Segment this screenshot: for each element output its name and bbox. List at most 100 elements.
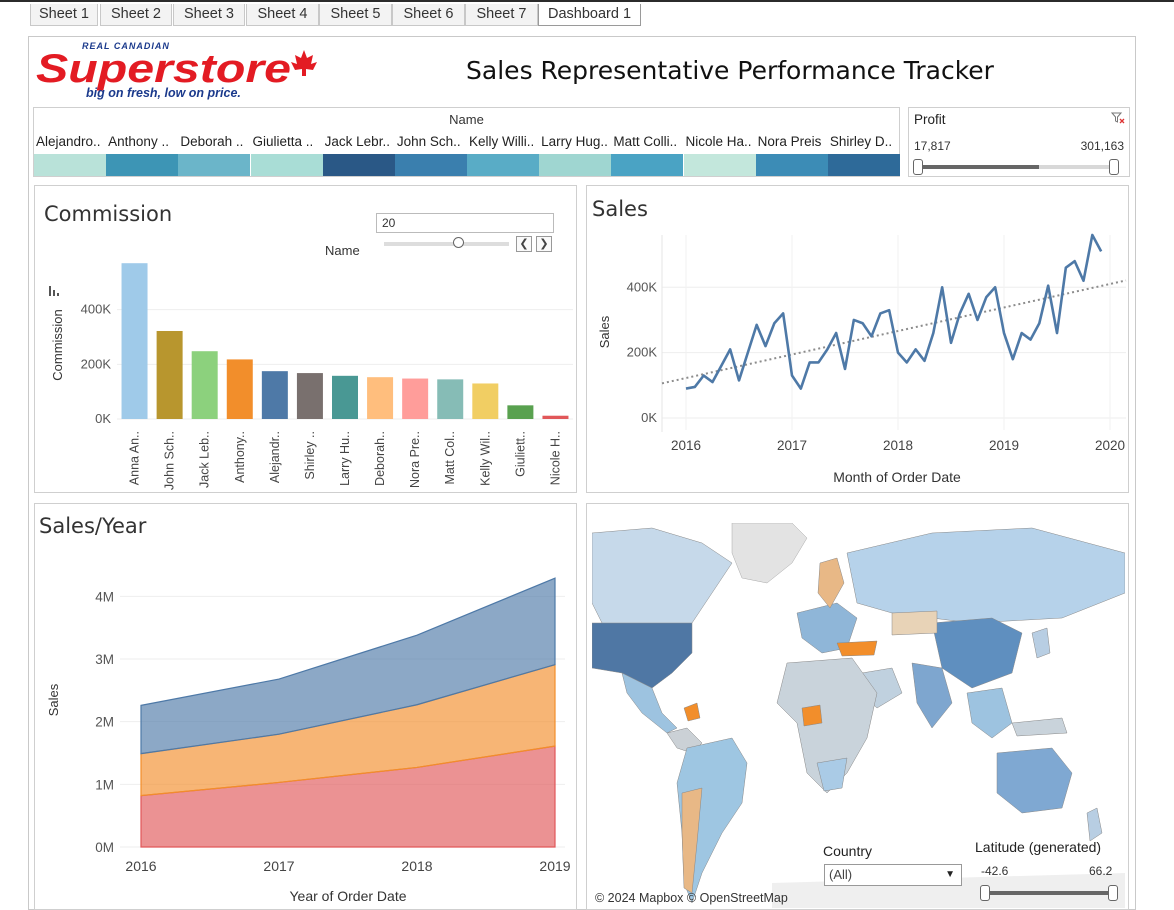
tab-sheet-2[interactable]: Sheet 2 [100,4,172,26]
legend-item-swatch[interactable] [683,154,756,176]
dropdown-arrow-icon: ▼ [945,869,955,880]
legend-item-label[interactable]: Jack Lebr.. [324,134,390,149]
commission-bar[interactable] [296,373,323,419]
profit-slider-max-handle[interactable] [1109,159,1119,175]
country-filter-dropdown[interactable]: (All) ▼ [824,864,962,886]
tab-sheet-3[interactable]: Sheet 3 [173,4,245,26]
kazakhstan-region[interactable] [891,610,938,636]
previous-button[interactable]: ❮ [516,236,532,252]
commission-title: Commission [44,202,173,226]
commission-bar[interactable] [542,415,569,419]
commission-x-tick: Giuliett.. [513,431,527,477]
sales-year-y-tick: 3M [95,652,114,667]
sales-year-y-tick: 1M [95,777,114,792]
russia-region[interactable] [846,527,1125,624]
argentina-region[interactable] [681,787,703,894]
legend-item-swatch[interactable] [178,154,251,176]
sales-line-series[interactable] [685,233,1103,390]
legend-item-swatch[interactable] [106,154,179,176]
legend-item-label[interactable]: Anthony .. [108,134,169,149]
commission-bar[interactable] [472,383,499,419]
tab-sheet-5[interactable]: Sheet 5 [319,4,392,26]
clear-filter-icon[interactable] [1111,112,1125,124]
australia-region[interactable] [996,747,1073,814]
india-region[interactable] [911,662,953,729]
commission-y-tick: 0K [95,411,111,426]
legend-item-label[interactable]: Deborah .. [180,134,244,149]
mexico-region[interactable] [621,672,678,734]
tab-sheet-1[interactable]: Sheet 1 [30,4,98,26]
legend-item-label[interactable]: Nicole Ha.. [685,134,752,149]
maple-leaf-icon [291,50,317,76]
legend-item-label[interactable]: Larry Hug.. [541,134,608,149]
logo-main-text: Superstore [36,47,291,91]
sales-year-y-tick: 2M [95,715,114,730]
commission-bar[interactable] [332,375,358,419]
legend-item-label[interactable]: Matt Colli.. [613,134,678,149]
legend-item-label[interactable]: Kelly Willi.. [469,134,535,149]
united-states-region[interactable] [592,622,693,689]
cuba-region[interactable] [683,702,701,722]
commission-parameter-input[interactable]: 20 [376,213,554,233]
country-filter-label: Country [823,843,873,859]
south-africa-region[interactable] [816,757,848,792]
legend-item-label[interactable]: Giulietta .. [252,134,314,149]
commission-parameter-slider[interactable] [384,242,509,246]
tab-dashboard-1[interactable]: Dashboard 1 [538,4,641,26]
next-button[interactable]: ❯ [536,236,552,252]
commission-bar[interactable] [507,405,534,419]
legend-item-label[interactable]: Shirley D.. [829,134,893,149]
sales-year-area-band[interactable] [140,577,556,755]
tab-sheet-6[interactable]: Sheet 6 [392,4,465,26]
legend-item-label[interactable]: Alejandro.. [36,134,101,149]
commission-bar[interactable] [261,371,288,419]
commission-y-tick: 400K [81,302,112,317]
latitude-filter-label: Latitude (generated) [975,839,1102,855]
latitude-min-value: -42.6 [981,864,1009,878]
profit-min-value: 17,817 [914,139,951,153]
latitude-slider-min-handle[interactable] [980,885,990,901]
commission-x-tick: Matt Col.. [443,431,457,485]
sales-y-tick: 0K [641,410,657,425]
profit-filter-label: Profit [914,112,946,127]
sort-icon[interactable] [49,286,59,296]
latitude-slider-max-handle[interactable] [1108,885,1118,901]
commission-bar[interactable] [121,263,148,419]
legend-item-label[interactable]: John Sch.. [396,134,461,149]
profit-slider-min-handle[interactable] [913,159,923,175]
sheet-tab-bar: Sheet 1 Sheet 2 Sheet 3 Sheet 4 Sheet 5 … [0,0,1174,26]
legend-item-swatch[interactable] [322,154,395,176]
commission-slider-knob[interactable] [453,237,464,248]
indonesia-region[interactable] [1011,717,1068,737]
legend-item-swatch[interactable] [827,154,900,176]
world-map[interactable] [592,523,1125,908]
commission-bar[interactable] [402,378,429,419]
legend-item-swatch[interactable] [755,154,828,176]
commission-bar[interactable] [437,379,464,419]
latitude-slider-range[interactable] [985,891,1113,895]
commission-x-tick: Anna An.. [128,431,142,485]
legend-item-swatch[interactable] [250,154,323,176]
japan-region[interactable] [1031,627,1051,659]
legend-item-swatch[interactable] [539,154,612,176]
sales-year-x-tick: 2019 [539,858,570,874]
legend-item-swatch[interactable] [394,154,467,176]
commission-bar[interactable] [156,330,183,419]
commission-x-tick: Anthony.. [233,431,247,483]
legend-item-swatch[interactable] [611,154,684,176]
commission-bar[interactable] [367,377,394,419]
sales-x-tick: 2020 [1095,438,1125,453]
legend-item-label[interactable]: Nora Preis [757,134,822,149]
tab-sheet-7[interactable]: Sheet 7 [465,4,538,26]
turkey-region[interactable] [836,640,878,657]
legend-item-swatch[interactable] [467,154,540,176]
commission-bar[interactable] [226,359,253,419]
commission-bar[interactable] [191,351,218,419]
new-zealand-region[interactable] [1086,807,1103,842]
legend-item-swatch[interactable] [34,154,107,176]
southeast-asia-region[interactable] [966,687,1013,739]
nigeria-region[interactable] [801,704,823,727]
latitude-max-value: 66.2 [1089,864,1113,878]
tab-sheet-4[interactable]: Sheet 4 [246,4,319,26]
scandinavia-region[interactable] [817,557,845,609]
